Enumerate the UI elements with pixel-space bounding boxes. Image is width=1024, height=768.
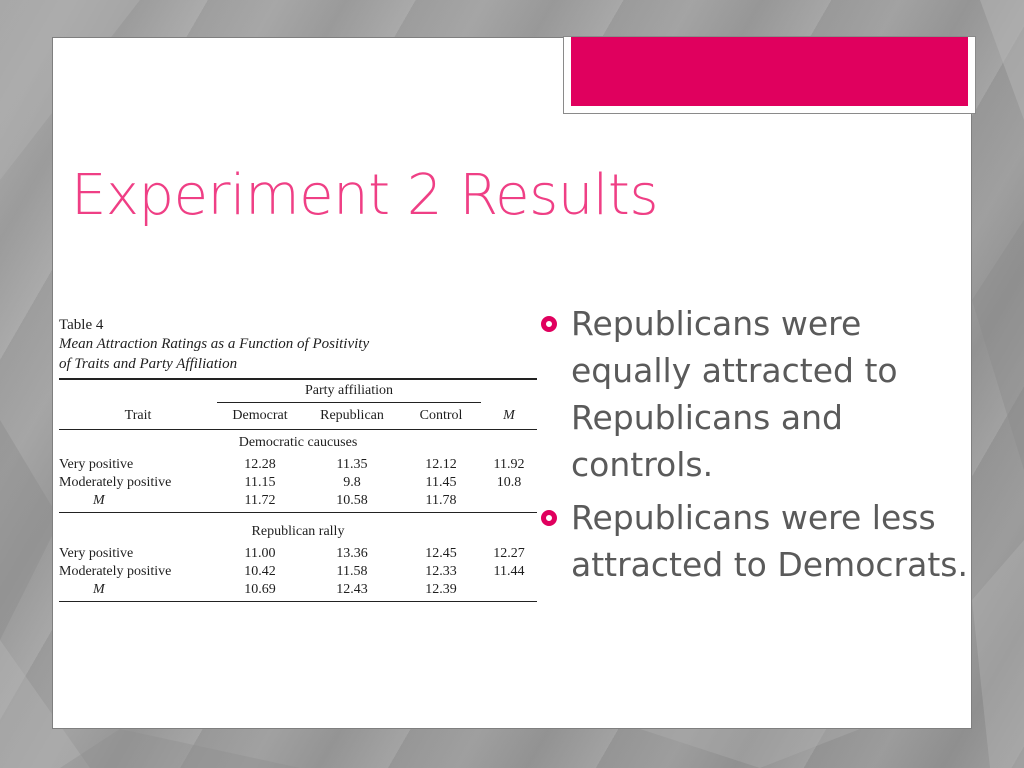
table-caption-line-2: of Traits and Party Affiliation xyxy=(59,356,238,372)
group-heading-democratic-caucuses: Democratic caucuses xyxy=(238,435,358,450)
table-row: M 11.72 10.58 11.78 xyxy=(59,492,537,510)
cell-democrat: 12.28 xyxy=(244,457,276,472)
column-header-trait: Trait xyxy=(124,407,152,423)
cell-republican: 11.58 xyxy=(336,564,368,579)
cell-mean: 10.8 xyxy=(496,475,522,490)
row-trait-mean: M xyxy=(93,493,105,508)
cell-mean xyxy=(481,581,537,599)
spanner-row: Party affiliation xyxy=(59,380,537,403)
table-top-rule xyxy=(59,378,537,380)
row-trait: Moderately positive xyxy=(59,475,172,490)
cell-democrat: 11.00 xyxy=(244,546,276,561)
slide-panel: Experiment 2 Results Table 4 Mean Attrac… xyxy=(52,36,976,729)
cell-control: 12.45 xyxy=(425,546,457,561)
cell-democrat: 11.15 xyxy=(244,475,276,490)
cell-control: 12.12 xyxy=(425,457,457,472)
cell-republican: 13.36 xyxy=(336,546,368,561)
cell-control: 11.78 xyxy=(425,493,457,508)
table-row: Moderately positive 11.15 9.8 11.45 10.8 xyxy=(59,474,537,492)
bullet-item: Republicans were less attracted to Democ… xyxy=(539,494,969,588)
row-trait-mean: M xyxy=(93,582,105,597)
results-table-figure: Table 4 Mean Attraction Ratings as a Fun… xyxy=(59,316,537,602)
ring-bullet-icon xyxy=(541,510,557,526)
bullet-text: Republicans were less attracted to Democ… xyxy=(571,498,968,584)
table-caption-line-1: Mean Attraction Ratings as a Function of… xyxy=(59,336,370,352)
cell-republican: 10.58 xyxy=(336,493,368,508)
column-header-democrat: Democrat xyxy=(232,408,288,423)
spanner-header: Party affiliation xyxy=(217,380,482,403)
cell-republican: 12.43 xyxy=(336,582,368,597)
table-bottom-rule xyxy=(59,601,537,602)
ring-bullet-icon xyxy=(541,316,557,332)
group-divider-rule xyxy=(59,512,537,513)
row-trait: Very positive xyxy=(59,546,134,561)
cell-control: 11.45 xyxy=(425,475,457,490)
column-header-mean: M xyxy=(503,407,515,423)
table-row: Very positive 12.28 11.35 12.12 11.92 xyxy=(59,456,537,474)
accent-frame xyxy=(563,36,976,114)
bullet-list: Republicans were equally attracted to Re… xyxy=(539,300,969,594)
column-header-row: Trait Democrat Republican Control M xyxy=(59,403,537,430)
cell-democrat: 11.72 xyxy=(244,493,276,508)
cell-mean xyxy=(481,492,537,510)
row-trait: Moderately positive xyxy=(59,564,172,579)
cell-democrat: 10.42 xyxy=(244,564,276,579)
row-trait: Very positive xyxy=(59,457,134,472)
column-header-republican: Republican xyxy=(320,408,384,423)
group-heading-republican-rally: Republican rally xyxy=(251,524,345,539)
accent-bar xyxy=(571,37,968,106)
cell-republican: 11.35 xyxy=(336,457,368,472)
slide-title: Experiment 2 Results xyxy=(71,163,659,228)
table-row: Moderately positive 10.42 11.58 12.33 11… xyxy=(59,563,537,581)
header-rule xyxy=(59,429,537,430)
group-table-democratic-caucuses: Very positive 12.28 11.35 12.12 11.92 Mo… xyxy=(59,456,537,510)
table-label: Table 4 xyxy=(59,317,104,333)
cell-mean: 12.27 xyxy=(493,546,525,561)
bullet-item: Republicans were equally attracted to Re… xyxy=(539,300,969,488)
cell-mean: 11.92 xyxy=(493,457,525,472)
results-table: Party affiliation Trait Democrat Republi… xyxy=(59,380,537,429)
cell-control: 12.33 xyxy=(425,564,457,579)
table-row: Very positive 11.00 13.36 12.45 12.27 xyxy=(59,545,537,563)
group-table-republican-rally: Very positive 11.00 13.36 12.45 12.27 Mo… xyxy=(59,545,537,599)
cell-control: 12.39 xyxy=(425,582,457,597)
column-header-control: Control xyxy=(419,408,463,423)
table-row: M 10.69 12.43 12.39 xyxy=(59,581,537,599)
cell-mean: 11.44 xyxy=(493,564,525,579)
cell-democrat: 10.69 xyxy=(244,582,276,597)
cell-republican: 9.8 xyxy=(343,475,361,490)
bullet-text: Republicans were equally attracted to Re… xyxy=(571,304,898,484)
